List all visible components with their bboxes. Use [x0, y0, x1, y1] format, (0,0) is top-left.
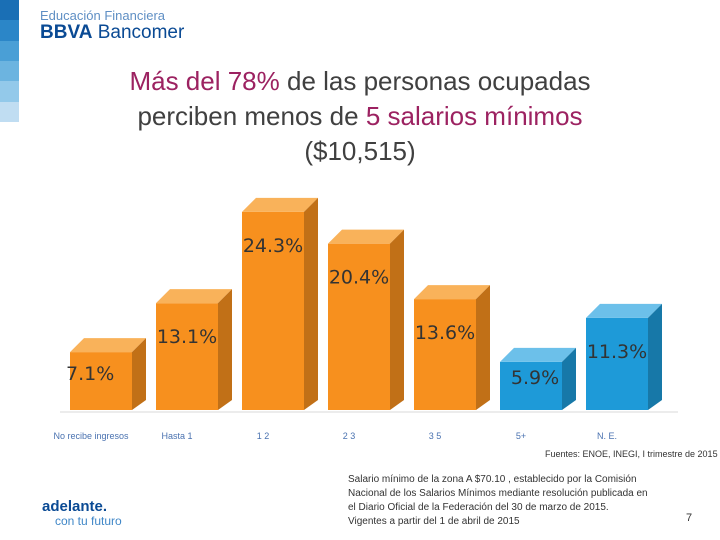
category-label: N. E.: [597, 431, 617, 441]
title-highlight-2: 5 salarios mínimos: [365, 101, 583, 131]
bar-value-label: 11.3%: [587, 341, 647, 363]
bar-side: [390, 229, 404, 410]
strip-block-6: [0, 101, 19, 122]
category-label: No recibe ingresos: [53, 431, 129, 441]
bar-side: [132, 338, 146, 410]
slide-title: Más del 78% de las personas ocupadas per…: [60, 64, 660, 169]
minimum-wage-note: Salario mínimo de la zona A $70.10 , est…: [348, 473, 688, 529]
bar-front: [70, 352, 132, 410]
brand-bancomer: Bancomer: [92, 22, 185, 43]
brand-subtitle: Educación Financiera: [40, 8, 166, 23]
brand-logo: BBVA Bancomer: [40, 22, 184, 44]
bar-front: [328, 243, 390, 410]
strip-block-1: [0, 0, 19, 21]
bar-value-label: 13.1%: [157, 326, 217, 348]
note-line: el Diario Oficial de la Federación del 3…: [348, 502, 609, 513]
bar-value-label: 5.9%: [511, 367, 559, 389]
category-label: 1 2: [257, 431, 270, 441]
strip-block-3: [0, 40, 19, 61]
category-label: 2 3: [343, 431, 356, 441]
bar-top: [328, 229, 404, 244]
bar-front: [414, 299, 476, 410]
category-label: 5+: [516, 431, 526, 441]
source-note: Fuentes: ENOE, INEGI, I trimestre de 201…: [545, 449, 718, 459]
bar-side: [304, 197, 318, 410]
title-text-2: perciben menos de: [137, 101, 366, 131]
bar-value-label: 7.1%: [66, 363, 114, 385]
bar-value-label: 13.6%: [415, 322, 475, 344]
adelante-logo: adelante.: [42, 498, 108, 515]
note-line: Salario mínimo de la zona A $70.10 , est…: [348, 474, 637, 485]
bar-value-label: 20.4%: [329, 267, 389, 289]
bar-side: [476, 285, 490, 410]
bar-front: [156, 303, 218, 410]
bar-top: [156, 289, 232, 304]
strip-block-4: [0, 60, 19, 82]
bar-top: [414, 285, 490, 300]
bar-top: [500, 347, 576, 362]
strip-block-5: [0, 81, 19, 102]
category-label: 3 5: [429, 431, 442, 441]
bar-side: [218, 289, 232, 410]
page-number: 7: [686, 512, 693, 524]
strip-block-2: [0, 20, 19, 41]
bar-front: [242, 211, 304, 410]
title-text-1: de las personas ocupadas: [279, 66, 591, 96]
bar-top: [70, 338, 146, 353]
note-line: Vigentes a partir del 1 de abril de 2015: [348, 516, 520, 527]
category-label: Hasta 1: [161, 431, 192, 441]
bar-front: [500, 361, 562, 410]
bar-top: [586, 303, 662, 318]
title-highlight-1: Más del 78%: [129, 66, 280, 96]
bar-value-label: 24.3%: [243, 235, 303, 257]
bar-side: [648, 303, 662, 410]
brand-bbva: BBVA: [40, 22, 93, 43]
bar-chart: 7.1% No recibe ingresos 13.1% Hasta 1 24.3% 1…: [53, 197, 678, 441]
title-text-3: ($10,515): [304, 136, 416, 166]
adelante-tagline: con tu futuro: [55, 514, 122, 528]
note-line: Nacional de los Salarios Mínimos mediant…: [348, 488, 648, 499]
side-color-strip: [0, 0, 19, 122]
bar-side: [562, 347, 576, 410]
bar-front: [586, 317, 648, 410]
bar-top: [242, 197, 318, 212]
